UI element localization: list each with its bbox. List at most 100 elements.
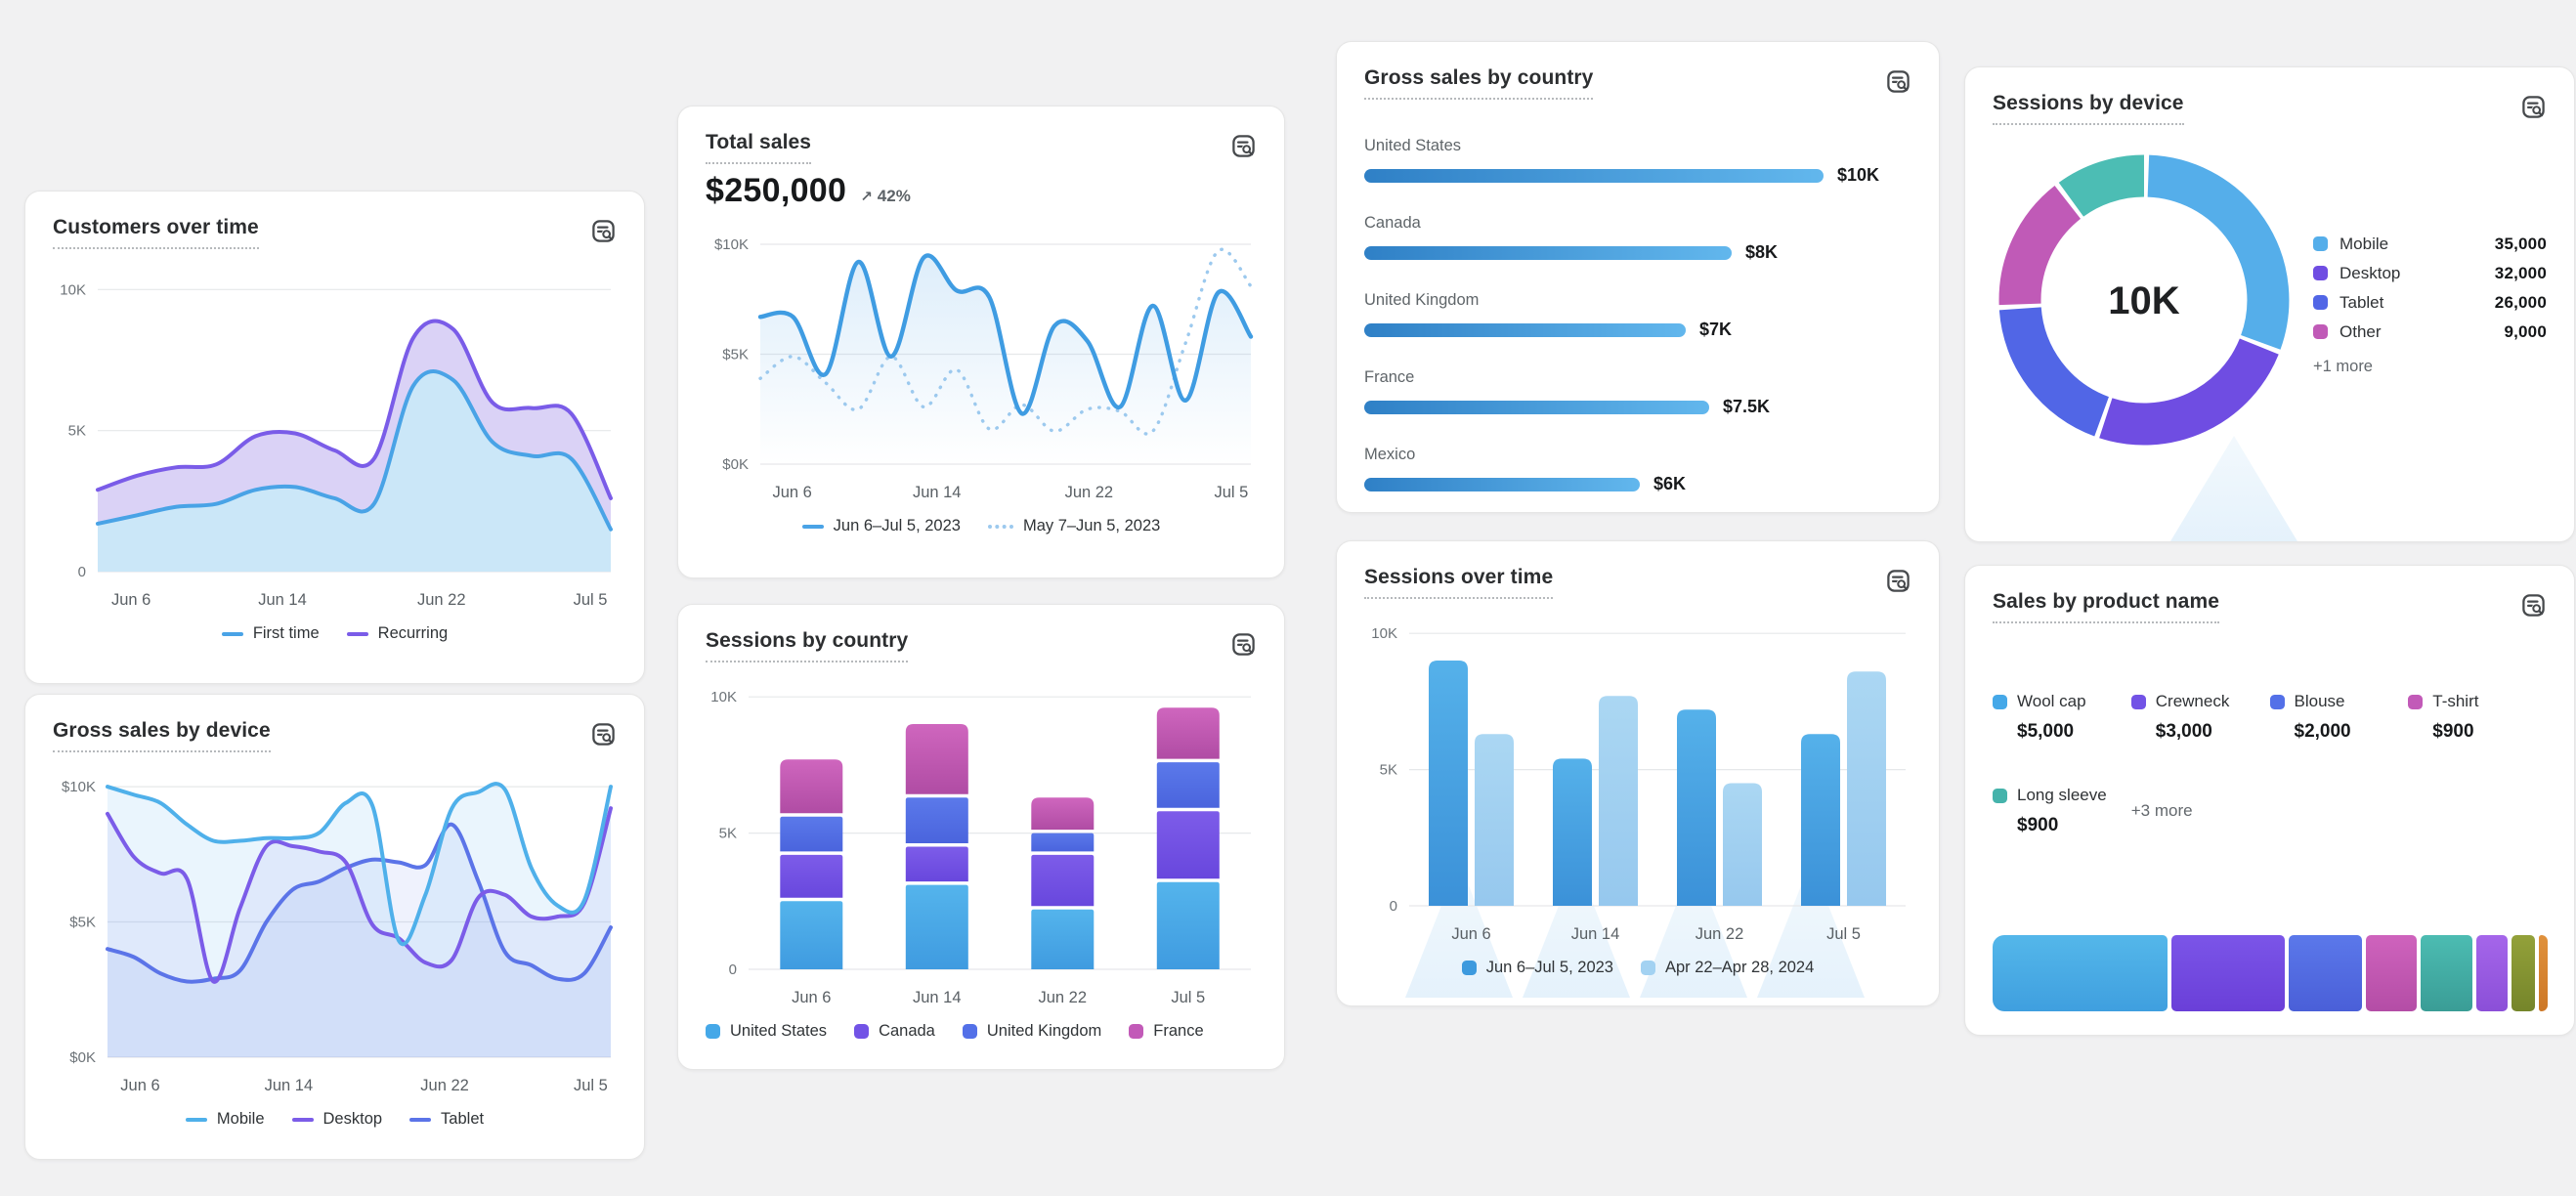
device-label: Tablet — [2340, 292, 2384, 312]
country-value-bar — [1364, 400, 1709, 414]
legend-label: United States — [730, 1022, 828, 1041]
card-title-sessions-over-time[interactable]: Sessions over time — [1364, 565, 1554, 600]
legend-label: Tablet — [441, 1110, 485, 1129]
svg-text:Jul 5: Jul 5 — [574, 1077, 608, 1094]
view-report-icon[interactable] — [1230, 133, 1257, 159]
square-legend-marker — [1993, 694, 2007, 709]
total-sales-value: $250,000 — [706, 172, 847, 210]
square-legend-marker — [962, 1024, 977, 1040]
more-items-label[interactable]: +3 more — [2130, 801, 2193, 821]
sessions-by-device-donut: 10K — [1998, 154, 2290, 446]
card-header: Total sales — [706, 130, 1257, 165]
card-header: Customers over time — [53, 215, 617, 250]
view-report-icon[interactable] — [1885, 68, 1911, 95]
legend-label: Mobile — [216, 1110, 265, 1129]
card-gross-sales-by-device: Gross sales by device $10K $5K $0K Jun 6 Jun… — [24, 694, 645, 1160]
line-legend-marker — [801, 524, 824, 529]
square-legend-marker — [2313, 236, 2328, 252]
svg-text:$10K: $10K — [714, 236, 749, 253]
legend-item: Jun 6–Jul 5, 2023 — [1461, 959, 1613, 977]
country-label: United States — [1364, 137, 1462, 155]
legend-item: Recurring — [346, 624, 449, 643]
country-value-bar — [1364, 245, 1732, 260]
legend-item: France — [1129, 1022, 1204, 1041]
svg-text:Jul 5: Jul 5 — [1826, 925, 1861, 943]
legend-item: Jun 6–Jul 5, 2023 — [801, 517, 961, 535]
product-legend-item: Blouse $2,000 — [2269, 692, 2409, 743]
square-legend-marker — [2130, 694, 2146, 709]
legend-label: May 7–Jun 5, 2023 — [1022, 517, 1161, 535]
square-legend-marker — [2269, 694, 2285, 709]
device-value: 9,000 — [2504, 321, 2547, 341]
svg-text:10K: 10K — [710, 689, 737, 705]
square-legend-marker — [2313, 295, 2328, 311]
svg-text:Jul 5: Jul 5 — [1171, 989, 1205, 1006]
view-report-icon[interactable] — [1230, 631, 1257, 658]
svg-text:Jun 6: Jun 6 — [120, 1077, 159, 1094]
view-report-icon[interactable] — [2520, 592, 2547, 619]
svg-text:Jun 22: Jun 22 — [420, 1077, 469, 1094]
chart-legend: Jun 6–Jul 5, 2023 May 7–Jun 5, 2023 — [706, 517, 1257, 535]
view-report-icon[interactable] — [1885, 568, 1911, 594]
delta-percent: 42% — [877, 187, 911, 206]
card-title-sales-by-product-name[interactable]: Sales by product name — [1993, 589, 2220, 624]
svg-text:5K: 5K — [719, 826, 737, 842]
sessions-over-time-chart: 10K 5K 0 Jun 6 Jun 14 Jun 22 Jul 5 — [1371, 625, 1906, 943]
product-bar-segment — [2475, 935, 2509, 1011]
legend-item: Tablet — [409, 1110, 484, 1129]
chart-legend: Mobile Desktop Tablet — [53, 1110, 617, 1129]
device-value: 26,000 — [2494, 292, 2547, 312]
view-report-icon[interactable] — [2520, 94, 2547, 120]
country-value-bar — [1364, 322, 1686, 337]
line-legend-marker — [346, 631, 368, 636]
product-bar-segment — [1993, 935, 2168, 1011]
card-title-gross-sales-by-country[interactable]: Gross sales by country — [1364, 65, 1594, 101]
card-sales-by-product-name: Sales by product name Wool cap $5,000 Crew… — [1964, 565, 2575, 1036]
product-bar-segment — [2288, 935, 2363, 1011]
card-title-total-sales[interactable]: Total sales — [706, 130, 812, 165]
device-value: 32,000 — [2494, 263, 2547, 282]
svg-text:Jun 14: Jun 14 — [1571, 925, 1620, 943]
svg-text:5K: 5K — [68, 423, 86, 440]
card-header: Gross sales by device — [53, 718, 617, 753]
product-bar-segment — [2170, 935, 2285, 1011]
svg-text:Jun 22: Jun 22 — [1065, 484, 1114, 501]
card-title-customers-over-time[interactable]: Customers over time — [53, 215, 259, 250]
svg-text:0: 0 — [729, 961, 737, 978]
view-report-icon[interactable] — [590, 721, 617, 748]
svg-text:Jun 14: Jun 14 — [258, 591, 307, 609]
svg-text:$5K: $5K — [722, 347, 749, 363]
product-label: Long sleeve — [2017, 786, 2107, 805]
card-header: Sessions over time — [1364, 565, 1911, 600]
more-items-label[interactable]: +1 more — [2313, 357, 2373, 375]
svg-text:10K: 10K — [60, 282, 86, 299]
product-legend-item: Wool cap $5,000 — [1993, 692, 2131, 743]
device-label: Mobile — [2340, 234, 2389, 253]
dotted-legend-marker — [987, 524, 1013, 529]
svg-text:Jun 14: Jun 14 — [913, 989, 962, 1006]
device-legend-row: Mobile 35,000 — [2313, 235, 2547, 254]
card-header: Sales by product name — [1993, 589, 2547, 624]
product-value: $2,000 — [2294, 721, 2351, 743]
product-bar-segment — [2538, 935, 2549, 1011]
product-value: $900 — [2017, 815, 2059, 836]
legend-label: Recurring — [377, 624, 449, 643]
card-title-gross-sales-by-device[interactable]: Gross sales by device — [53, 718, 271, 753]
country-bar-row: Mexico $6K — [1364, 446, 1911, 494]
line-legend-marker — [291, 1117, 314, 1122]
legend-label: Jun 6–Jul 5, 2023 — [1485, 959, 1613, 977]
legend-label: Apr 22–Apr 28, 2024 — [1665, 959, 1815, 977]
country-bar-row: United Kingdom $7K — [1364, 291, 1911, 340]
country-value: $6K — [1653, 474, 1687, 494]
device-label: Other — [2340, 321, 2382, 341]
card-title-sessions-by-country[interactable]: Sessions by country — [706, 628, 909, 663]
country-value: $8K — [1745, 242, 1779, 263]
view-report-icon[interactable] — [590, 218, 617, 244]
legend-label: United Kingdom — [986, 1022, 1102, 1041]
square-legend-marker — [1641, 961, 1655, 976]
product-label: Blouse — [2294, 692, 2345, 711]
legend-item: First time — [221, 624, 320, 643]
card-header: Sessions by device — [1993, 91, 2547, 126]
legend-item: United States — [706, 1022, 827, 1041]
card-title-sessions-by-device[interactable]: Sessions by device — [1993, 91, 2184, 126]
